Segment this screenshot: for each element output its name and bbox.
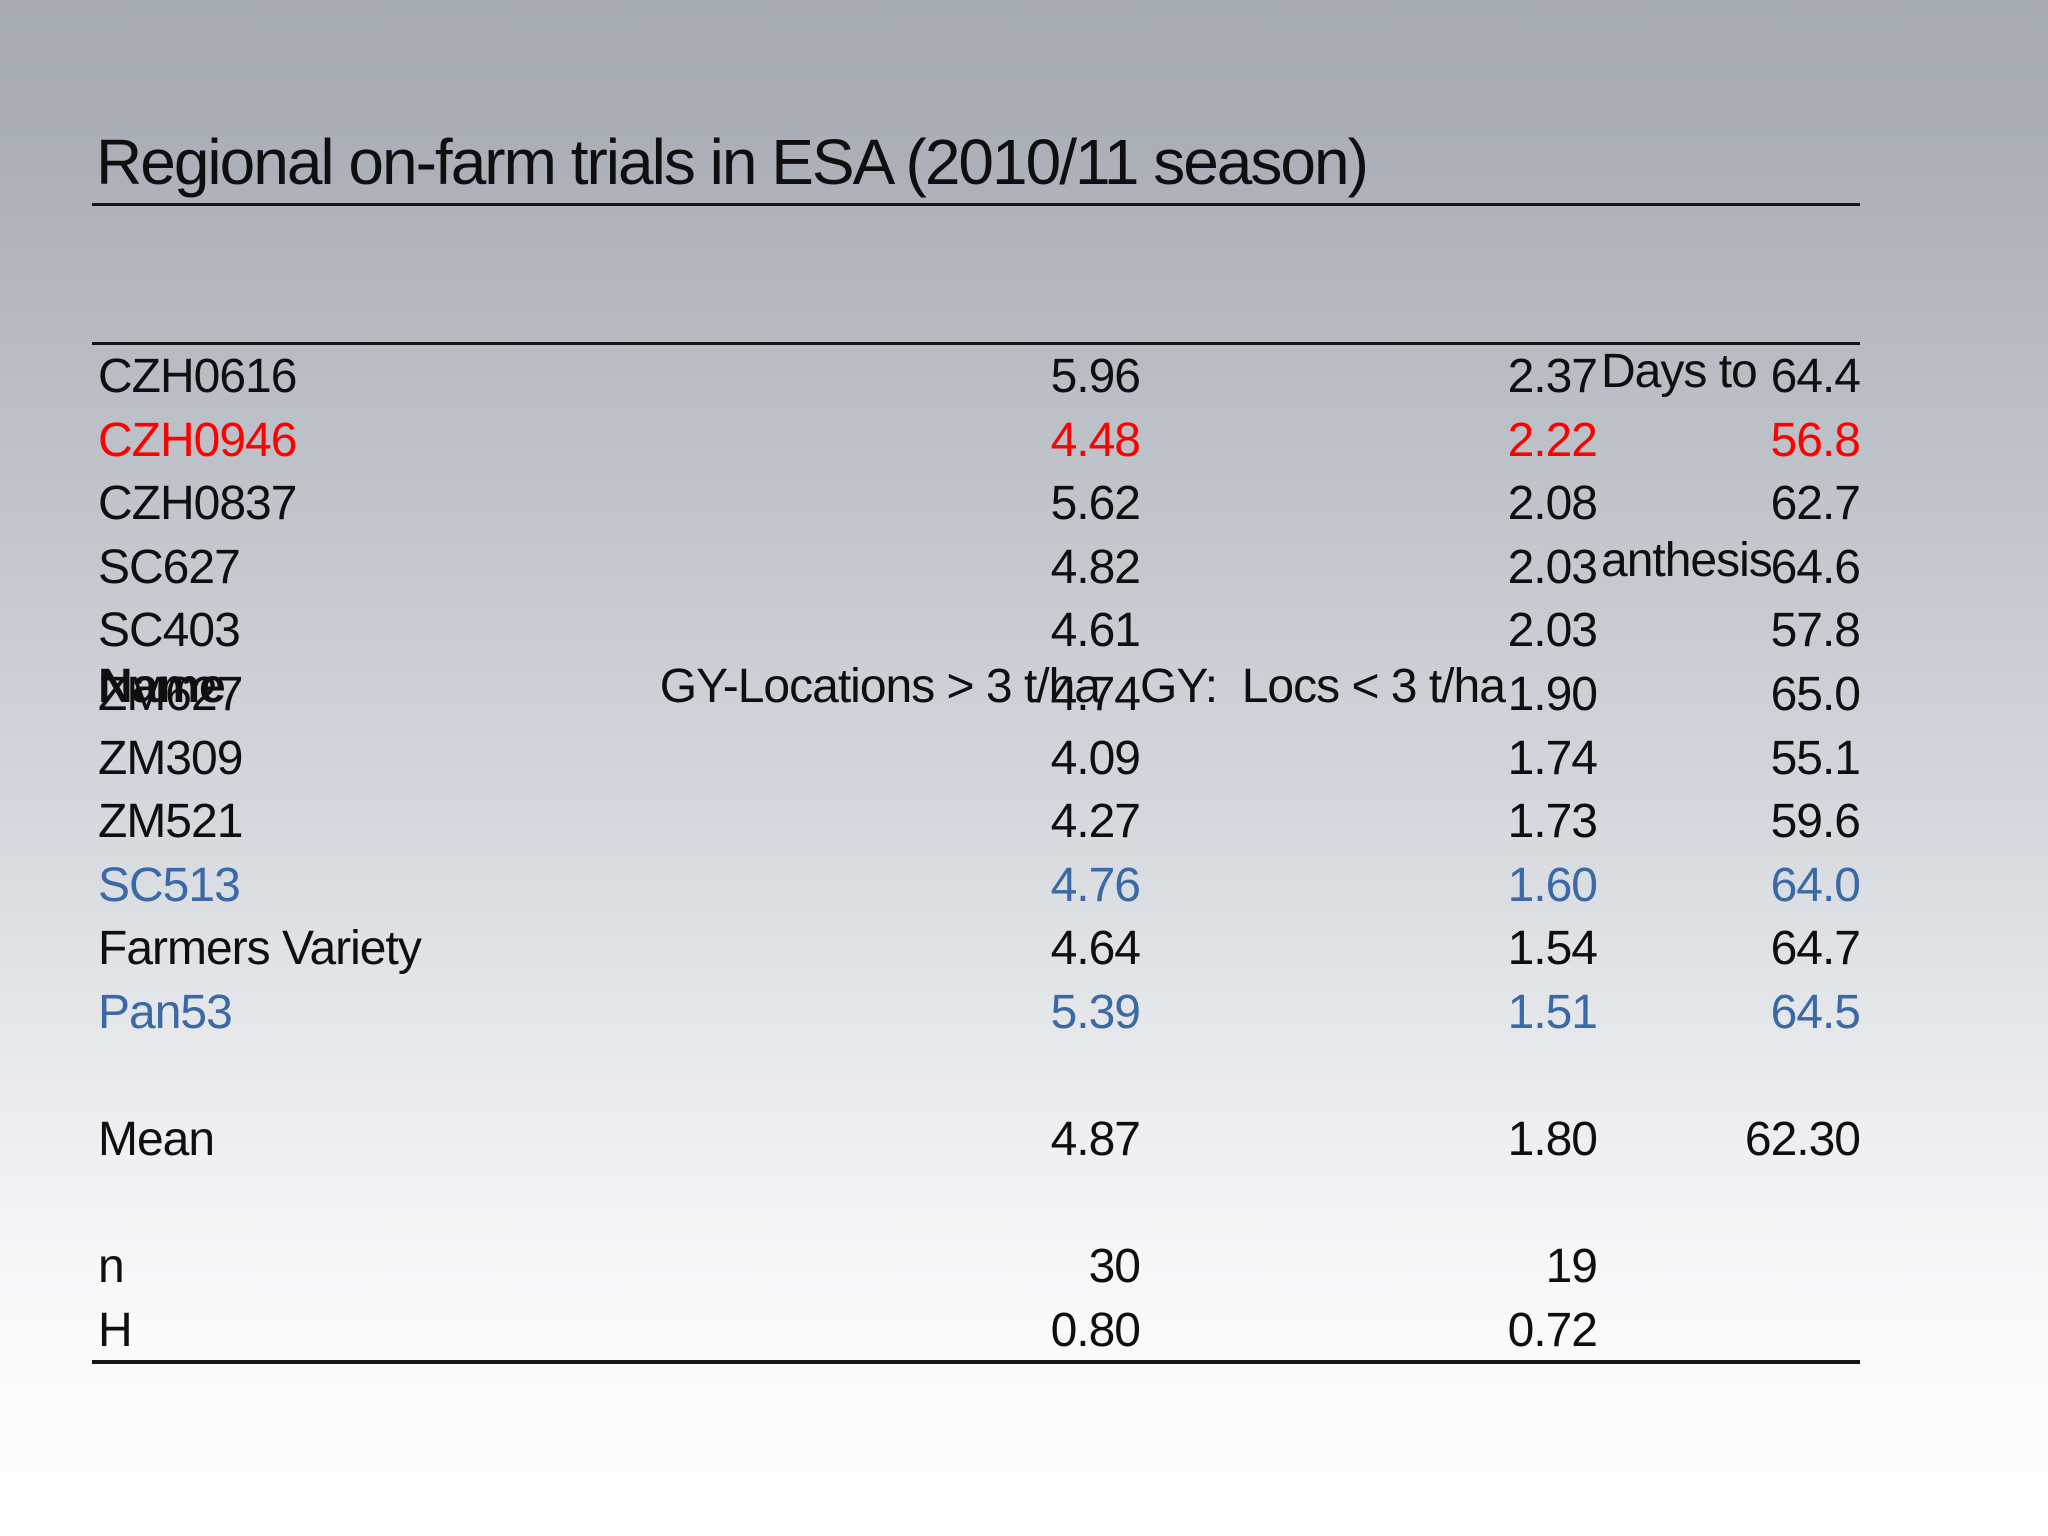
bottom-rule [92, 1360, 1860, 1364]
cell-days-to-anthesis: 64.6 [1770, 540, 1861, 594]
cell-name: ZM309 [98, 731, 243, 785]
cell-gy-locations-low: 2.22 [1507, 413, 1598, 467]
table-row: ZM521 4.27 1.73 59.6 [92, 790, 1861, 854]
table-row: SC513 4.76 1.60 64.0 [92, 854, 1861, 918]
cell-name: CZH0837 [98, 477, 297, 531]
table-row: ZM309 4.09 1.74 55.1 [92, 727, 1861, 791]
cell-name: CZH0616 [98, 350, 297, 403]
table-row: CZH0616 5.96 2.37 64.4 [92, 345, 1861, 409]
cell-gy-locations-high: 4.48 [1050, 413, 1141, 467]
cell-gy-locations-high: 4.61 [1050, 604, 1141, 658]
column-header-days-to-anthesis: Days to anthesis [1597, 214, 1860, 718]
cell-gy-locations-high: 4.74 [1050, 667, 1141, 721]
cell-gy-locations-low: 1.73 [1507, 795, 1598, 849]
cell-days-to-anthesis: 55.1 [1770, 731, 1861, 785]
cell-days-to-anthesis: 57.8 [1770, 604, 1861, 658]
table-row: Pan53 5.39 1.51 64.5 [92, 981, 1861, 1045]
table-header-row: Name GY-Locations > 3 t/ha GY: Locs < 3 … [92, 214, 1860, 713]
cell-gy-locations-low: 1.60 [1507, 858, 1598, 912]
cell-days-to-anthesis [1597, 1299, 1860, 1363]
cell-days-to-anthesis: 64.0 [1770, 858, 1861, 912]
cell-gy-locations-high: 5.96 [1050, 350, 1141, 403]
cell-gy-locations-high: 4.64 [1050, 922, 1141, 976]
column-header-gy-locs-low: GY: Locs < 3 t/ha [1140, 660, 1506, 713]
cell-gy-locations-low: 19 [1545, 1240, 1598, 1294]
cell-name: SC627 [98, 540, 241, 594]
table-row: Farmers Variety 4.64 1.54 64.7 [92, 917, 1861, 981]
cell-name: Pan53 [98, 985, 233, 1039]
cell-name: ZM521 [98, 795, 243, 849]
cell-gy-locations-high: 4.82 [1050, 540, 1141, 594]
table-body: CZH0616 5.96 2.37 64.4 CZH0946 4.48 2.22 56.8 CZ… [92, 345, 1861, 1363]
cell-gy-locations-high: 4.76 [1050, 858, 1141, 912]
cell-name: ZM627 [98, 667, 243, 721]
column-header-name: Name [98, 660, 226, 713]
cell-days-to-anthesis: 64.7 [1770, 922, 1861, 976]
cell-gy-locations-low: 1.54 [1507, 922, 1598, 976]
cell-gy-locations-high: 5.62 [1050, 477, 1141, 531]
cell-gy-locations-high: 5.39 [1050, 985, 1141, 1039]
table-row: CZH0946 4.48 2.22 56.8 [92, 409, 1861, 473]
cell-gy-locations-low: 2.03 [1507, 540, 1598, 594]
cell-gy-locations-low: 1.74 [1507, 731, 1598, 785]
cell-name: SC403 [98, 604, 241, 658]
cell-gy-locations-low: 1.90 [1507, 667, 1598, 721]
cell-days-to-anthesis [1597, 1235, 1860, 1299]
cell-name: H [98, 1303, 133, 1357]
cell-gy-locations-high: 0.80 [1050, 1303, 1141, 1357]
cell-name: CZH0946 [98, 413, 297, 467]
cell-days-to-anthesis: 64.4 [1770, 350, 1861, 403]
title-underline [92, 203, 1860, 206]
cell-name: Farmers Variety [98, 922, 422, 976]
table-row: CZH0837 5.62 2.08 62.7 [92, 472, 1861, 536]
cell-gy-locations-high: 4.09 [1050, 731, 1141, 785]
summary-row: n 30 19 [92, 1235, 1860, 1299]
cell-name: Mean [98, 1113, 215, 1167]
cell-days-to-anthesis: 64.5 [1770, 985, 1861, 1039]
cell-gy-locations-low: 2.08 [1507, 477, 1598, 531]
summary-row: Mean 4.87 1.80 62.30 [92, 1108, 1861, 1172]
cell-days-to-anthesis: 56.8 [1770, 413, 1861, 467]
spacer-row [92, 1172, 1860, 1236]
cell-days-to-anthesis: 65.0 [1770, 667, 1861, 721]
table-row: SC627 4.82 2.03 64.6 [92, 536, 1861, 600]
cell-days-to-anthesis: 62.7 [1770, 477, 1861, 531]
summary-row: H 0.80 0.72 [92, 1299, 1860, 1363]
spacer-row [92, 1045, 1860, 1109]
cell-gy-locations-low: 1.80 [1507, 1113, 1598, 1167]
cell-gy-locations-high: 4.27 [1050, 795, 1141, 849]
column-header-gy-locations: GY-Locations > 3 t/ha [659, 660, 1101, 713]
cell-gy-locations-low: 0.72 [1507, 1303, 1598, 1357]
slide-title: Regional on-farm trials in ESA (2010/11 … [96, 126, 1369, 198]
header-underline [92, 342, 1860, 345]
cell-name: n [98, 1240, 125, 1294]
cell-name: SC513 [98, 858, 241, 912]
cell-gy-locations-low: 2.03 [1507, 604, 1598, 658]
cell-days-to-anthesis: 62.30 [1744, 1113, 1861, 1167]
column-header-days-line2: anthesis [1601, 534, 1773, 587]
table-row: SC403 4.61 2.03 57.8 [92, 599, 1861, 663]
cell-gy-locations-high: 30 [1088, 1240, 1141, 1294]
column-header-days-line1: Days to [1601, 345, 1758, 398]
cell-gy-locations-low: 1.51 [1507, 985, 1598, 1039]
table-row: ZM627 4.74 1.90 65.0 [92, 663, 1861, 727]
cell-gy-locations-high: 4.87 [1050, 1113, 1141, 1167]
cell-gy-locations-low: 2.37 [1507, 350, 1598, 403]
cell-days-to-anthesis: 59.6 [1770, 795, 1861, 849]
